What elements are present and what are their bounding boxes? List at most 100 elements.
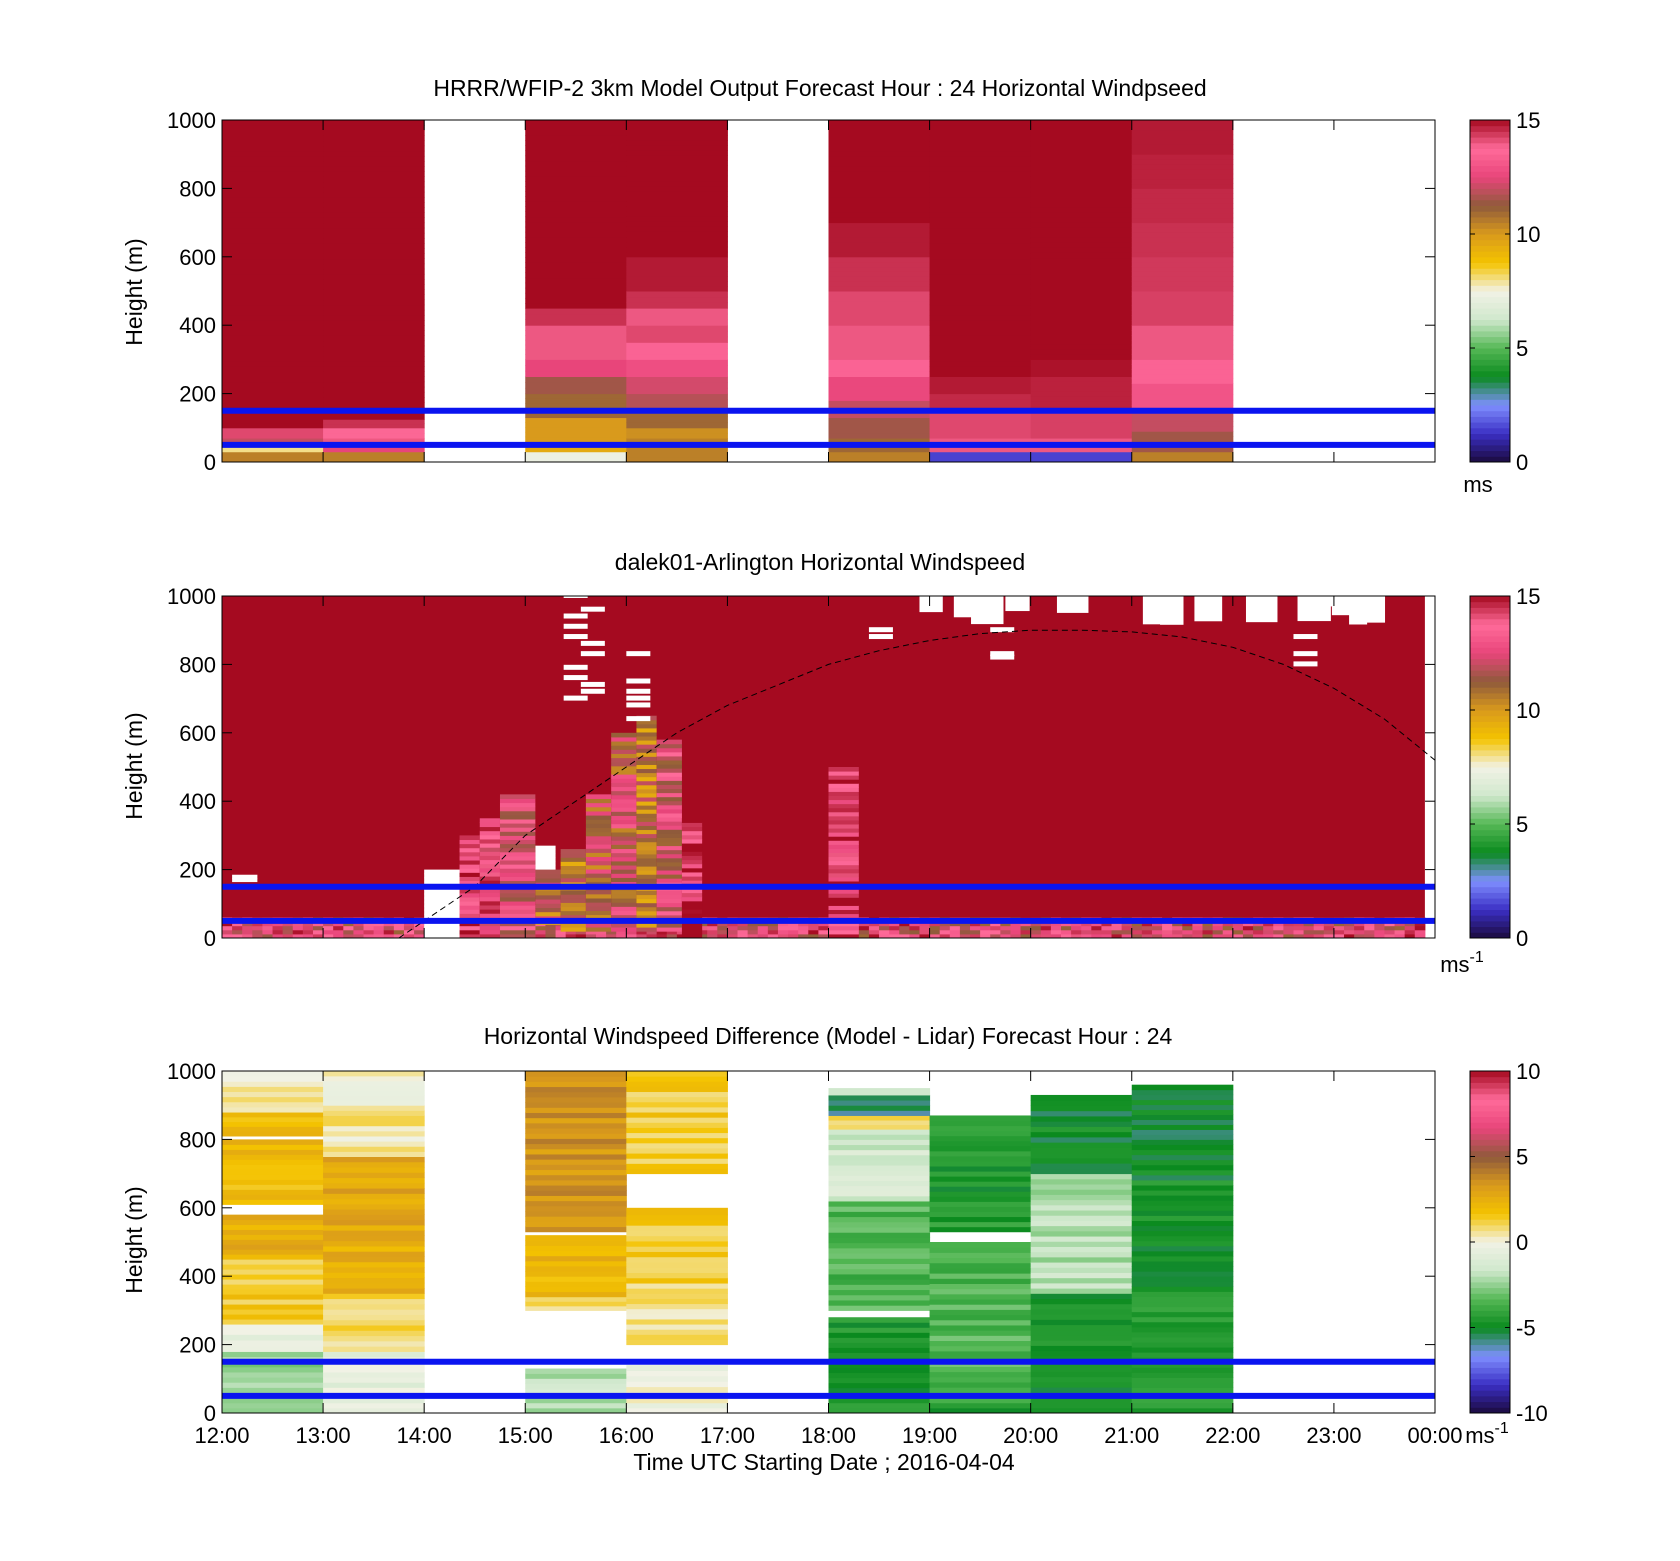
- colorbar-swatch: [1470, 336, 1510, 343]
- heatmap-cell: [222, 155, 324, 162]
- heatmap-cell: [636, 898, 657, 904]
- heatmap-cell: [636, 829, 657, 835]
- heatmap-cell: [929, 416, 1032, 423]
- heatmap-cell: [626, 348, 728, 355]
- heatmap-cell: [585, 897, 612, 903]
- heatmap-cell: [222, 1229, 324, 1235]
- colorbar-swatch: [1470, 154, 1510, 161]
- heatmap-cell: [222, 1259, 324, 1265]
- heatmap-cell: [323, 289, 425, 295]
- colorbar-swatch: [1470, 647, 1510, 654]
- data-gap: [626, 678, 651, 684]
- heatmap-cell: [525, 319, 627, 326]
- heatmap-cell: [1030, 1126, 1133, 1133]
- heatmap-cell: [1131, 1382, 1234, 1389]
- heatmap-cell: [828, 320, 931, 326]
- heatmap-cell: [1030, 1381, 1133, 1388]
- heatmap-cell: [828, 1263, 931, 1270]
- heatmap-cell: [828, 125, 931, 131]
- heatmap-cell: [727, 933, 739, 939]
- heatmap-cell: [1030, 400, 1133, 407]
- heatmap-cell: [393, 929, 405, 935]
- heatmap-cell: [424, 893, 475, 899]
- heatmap-cell: [585, 852, 612, 858]
- heatmap-cell: [1253, 929, 1264, 935]
- heatmap-cell: [929, 217, 1032, 224]
- colorbar-swatch: [1470, 125, 1510, 132]
- heatmap-cell: [828, 856, 859, 862]
- heatmap-cell: [929, 202, 1032, 208]
- heatmap-cell: [479, 863, 500, 869]
- heatmap-cell: [1263, 925, 1274, 931]
- heatmap-cell: [1131, 1276, 1234, 1282]
- data-gap: [990, 651, 1015, 657]
- heatmap-cell: [1212, 925, 1224, 931]
- heatmap-cell: [1131, 1316, 1234, 1323]
- heatmap-cell: [626, 451, 728, 458]
- heatmap-cell: [828, 447, 931, 453]
- heatmap-cell: [1030, 1199, 1133, 1206]
- heatmap-cell: [1131, 261, 1234, 268]
- heatmap-cell: [323, 1256, 425, 1263]
- heatmap-cell: [1131, 291, 1234, 297]
- colorbar-swatch: [1470, 1395, 1510, 1403]
- colorbar-swatch: [1470, 801, 1510, 808]
- heatmap-cell: [636, 797, 657, 802]
- heatmap-cell: [626, 1096, 728, 1103]
- heatmap-cell: [1131, 134, 1234, 141]
- colorbar-swatch: [1470, 675, 1510, 682]
- heatmap-cell: [1141, 925, 1153, 931]
- heatmap-cell: [1131, 1084, 1234, 1091]
- heatmap-cell: [585, 806, 612, 812]
- heatmap-cell: [611, 757, 637, 763]
- heatmap-cell: [479, 826, 500, 832]
- heatmap-cell: [1030, 282, 1133, 289]
- heatmap-cell: [560, 922, 586, 928]
- colorbar-swatch: [1470, 727, 1510, 734]
- heatmap-cell: [242, 933, 253, 939]
- heatmap-cell: [1202, 929, 1214, 935]
- heatmap-cell: [1030, 257, 1133, 264]
- heatmap-cell: [323, 1314, 425, 1321]
- colorbar-swatch: [1470, 171, 1510, 178]
- heatmap-cell: [626, 1071, 728, 1077]
- heatmap-cell: [828, 1247, 931, 1254]
- heatmap-cell: [1040, 925, 1052, 931]
- heatmap-cell: [323, 1105, 425, 1111]
- heatmap-cell: [1040, 929, 1052, 935]
- heatmap-cell: [525, 201, 627, 207]
- heatmap-cell: [1030, 1163, 1133, 1169]
- heatmap-cell: [424, 869, 475, 875]
- heatmap-cell: [535, 853, 556, 858]
- heatmap-cell: [585, 794, 612, 800]
- heatmap-cell: [525, 1086, 627, 1093]
- colorbar-swatch: [1470, 903, 1510, 910]
- colorbar-swatch: [1470, 869, 1510, 876]
- heatmap-cell: [656, 743, 682, 749]
- heatmap-cell: [1131, 232, 1234, 238]
- heatmap-cell: [828, 783, 859, 788]
- heatmap-cell: [323, 1298, 425, 1305]
- colorbar-swatch: [1470, 410, 1510, 417]
- heatmap-cell: [1030, 211, 1133, 218]
- heatmap-cell: [828, 247, 931, 253]
- heatmap-cell: [1060, 929, 1072, 935]
- heatmap-cell: [1030, 226, 1133, 233]
- heatmap-cell: [1162, 925, 1173, 931]
- x-tick-label: 22:00: [1205, 1423, 1260, 1448]
- heatmap-cell: [636, 744, 657, 749]
- heatmap-cell: [636, 853, 657, 859]
- heatmap-cell: [1091, 925, 1102, 931]
- heatmap-cell: [272, 929, 284, 935]
- heatmap-cell: [560, 865, 586, 871]
- heatmap-cell: [525, 354, 627, 360]
- heatmap-cell: [1030, 160, 1133, 167]
- colorbar-swatch: [1470, 1071, 1510, 1078]
- heatmap-cell: [626, 370, 728, 377]
- heatmap-cell: [626, 291, 728, 298]
- heatmap-cell: [681, 900, 703, 906]
- heatmap-cell: [828, 1185, 931, 1192]
- heatmap-cell: [959, 925, 971, 931]
- heatmap-cell: [1030, 125, 1133, 131]
- heatmap-cell: [1394, 925, 1406, 931]
